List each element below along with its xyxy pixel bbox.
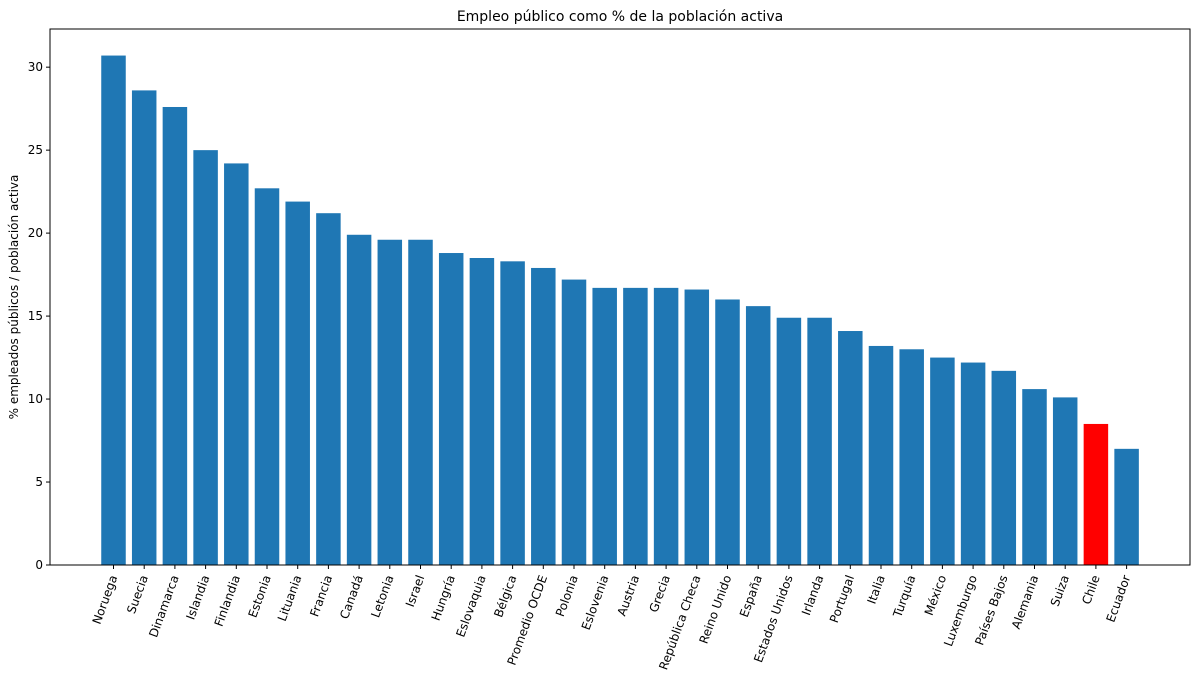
x-tick-label: Reino Unido (697, 573, 735, 645)
y-axis: 0 5 10 15 20 25 30 (28, 60, 50, 572)
x-tick-label: Noruega (90, 573, 121, 626)
bar-reino-unido (715, 299, 740, 565)
x-tick-label: Austria (615, 573, 643, 618)
bar-portugal (838, 331, 863, 565)
x-tick-label: Eslovenia (579, 573, 612, 632)
bar-letonia (377, 239, 403, 566)
bar-países-bajos (991, 370, 1017, 565)
plot-frame (49, 28, 1191, 566)
x-tick-label: Suiza (1048, 573, 1072, 608)
x-tick-label: Francia (307, 573, 335, 618)
x-tick-label: Hungría (429, 573, 458, 622)
x-tick-label: Bélgica (491, 573, 519, 619)
x-tick-label: Islandia (183, 573, 212, 621)
bar-méxico (930, 357, 955, 565)
bar-promedio-ocde (531, 267, 556, 565)
x-tick-label: Dinamarca (146, 573, 181, 639)
bar-austria (623, 287, 648, 565)
bar-irlanda (807, 317, 832, 565)
x-tick-label: Italia (865, 573, 888, 606)
bar-islandia (193, 150, 218, 565)
chart-title: Empleo público como % de la población ac… (457, 9, 783, 25)
bar-chile (1083, 423, 1109, 565)
x-tick-label: Israel (403, 573, 427, 609)
y-tick-label: 20 (28, 226, 43, 240)
y-tick-label: 15 (28, 309, 43, 323)
y-tick-label: 10 (28, 392, 43, 406)
x-tick-label: Finlandia (212, 573, 243, 628)
bar-lituania (285, 201, 310, 566)
x-tick-label: Lituania (275, 573, 305, 623)
bar-hungría (438, 253, 464, 565)
bar-luxemburgo (960, 362, 986, 565)
x-tick-label: Estonia (246, 573, 274, 619)
bar-eslovaquia (469, 258, 495, 565)
x-tick-label: Eslovaquia (453, 573, 488, 639)
x-tick-label: Chile (1079, 573, 1102, 606)
x-tick-label: Ecuador (1103, 573, 1133, 624)
y-axis-label: % empleados públicos / población activa (7, 175, 21, 420)
bar-canadá (346, 234, 372, 565)
bar-estonia (254, 188, 280, 565)
y-tick-label: 0 (35, 558, 43, 572)
y-tick-label: 30 (28, 60, 43, 74)
bar-polonia (561, 279, 587, 565)
x-tick-label: Países Bajos (972, 573, 1010, 647)
bar-israel (408, 239, 433, 566)
bar-dinamarca (162, 106, 188, 565)
x-tick-label: Alemania (1009, 573, 1041, 631)
bar-españa (745, 306, 771, 565)
bar-suiza (1052, 397, 1078, 565)
bar-suecia (131, 90, 157, 565)
x-tick-label: Polonia (553, 573, 581, 618)
bar-noruega (101, 55, 126, 565)
x-tick-label: México (922, 573, 949, 617)
bar-eslovenia (592, 287, 617, 565)
bar-grecia (653, 287, 679, 565)
bar-turquía (899, 349, 924, 565)
bar-finlandia (224, 163, 249, 565)
bar-italia (868, 345, 894, 565)
x-tick-label: Portugal (827, 573, 857, 624)
y-tick-label: 25 (28, 143, 43, 157)
y-tick-label: 5 (35, 475, 43, 489)
bar-francia (316, 213, 341, 566)
x-tick-label: España (737, 573, 765, 619)
x-tick-label: Canadá (337, 573, 366, 621)
bars-group (101, 55, 1139, 566)
x-tick-label: Grecia (647, 573, 673, 614)
bar-alemania (1022, 389, 1047, 565)
x-tick-label: Irlanda (799, 573, 826, 617)
x-tick-label: Turquía (890, 573, 918, 620)
bar-república-checa (684, 289, 710, 565)
bar-estados-unidos (776, 317, 802, 565)
x-tick-label: Suecia (124, 573, 151, 615)
x-tick-label: Letonia (368, 573, 396, 619)
bar-bélgica (500, 261, 525, 565)
bar-ecuador (1114, 448, 1139, 565)
